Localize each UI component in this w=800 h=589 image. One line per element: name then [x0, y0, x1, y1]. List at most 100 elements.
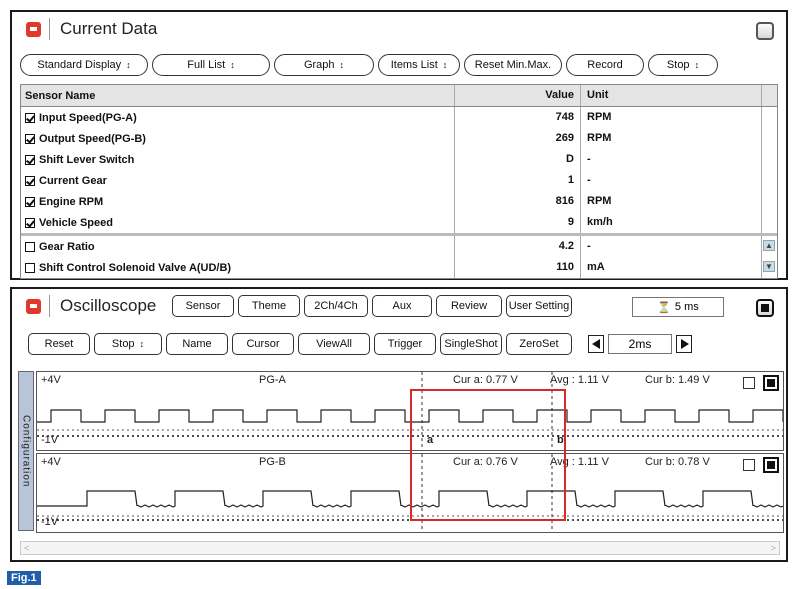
osc-button-sensor[interactable]: Sensor	[172, 295, 234, 317]
checkbox-checked-icon[interactable]	[25, 112, 35, 123]
osc-button-trigger[interactable]: Trigger	[374, 333, 436, 355]
col-value[interactable]: Value	[455, 85, 581, 106]
figure-label: Fig.1	[7, 571, 41, 585]
checkbox-checked-icon[interactable]	[25, 175, 35, 186]
osc-button-review[interactable]: Review	[436, 295, 502, 317]
sensor-value: 816	[455, 191, 581, 212]
scroll-cell	[761, 212, 777, 233]
scroll-cell: ▲	[761, 236, 777, 257]
pg-b-expand-button[interactable]	[763, 457, 779, 473]
sensor-value: 1	[455, 170, 581, 191]
sensor-name-cell: Current Gear	[21, 170, 455, 191]
table-row[interactable]: Engine RPM 816 RPM	[21, 191, 777, 212]
window-toggle-button[interactable]	[756, 22, 774, 40]
toolbar-button-items-list[interactable]: Items List ↕	[378, 54, 460, 76]
sensor-name: Current Gear	[39, 174, 107, 187]
row-separator[interactable]	[21, 233, 777, 236]
updown-arrow-icon: ↕	[339, 60, 345, 70]
col-sensor-name[interactable]: Sensor Name	[21, 85, 455, 106]
scroll-cell	[761, 149, 777, 170]
toolbar-button-graph[interactable]: Graph ↕	[274, 54, 374, 76]
toolbar-button-record[interactable]: Record	[566, 54, 644, 76]
scroll-right-icon[interactable]: >	[770, 543, 776, 553]
updown-arrow-icon: ↕	[139, 339, 145, 349]
table-row[interactable]: Current Gear 1-	[21, 170, 777, 191]
sensor-name: Gear Ratio	[39, 240, 95, 253]
osc-button-label: ViewAll	[316, 338, 352, 350]
osc-button-reset[interactable]: Reset	[28, 333, 90, 355]
checkbox-unchecked-icon[interactable]	[25, 241, 35, 252]
osc-button-stop[interactable]: Stop ↕	[94, 333, 162, 355]
collapse-icon[interactable]	[26, 21, 41, 37]
horizontal-scrollbar[interactable]: < >	[20, 541, 780, 555]
table-row[interactable]: Shift Control Solenoid Valve A(UD/B) 110 m…	[21, 257, 777, 278]
scroll-down-icon[interactable]: ▼	[763, 261, 775, 272]
checkbox-checked-icon[interactable]	[25, 217, 35, 228]
pg-a-expand-button[interactable]	[763, 375, 779, 391]
scroll-up-icon[interactable]: ▲	[763, 240, 775, 251]
pg-a-checkbox[interactable]	[743, 377, 755, 389]
toolbar-button-label: Items List	[390, 59, 438, 71]
osc-button-name[interactable]: Name	[166, 333, 228, 355]
table-row[interactable]: Input Speed(PG-A) 748 RPM	[21, 107, 777, 128]
signal-trace	[37, 490, 783, 508]
toolbar-button-reset-min-max-[interactable]: Reset Min.Max.	[464, 54, 562, 76]
sensor-name-cell: Shift Control Solenoid Valve A(UD/B)	[21, 257, 455, 278]
pg-b-checkbox[interactable]	[743, 459, 755, 471]
updown-arrow-icon: ↕	[126, 60, 131, 70]
osc-button-singleshot[interactable]: SingleShot	[440, 333, 502, 355]
table-row[interactable]: Gear Ratio 4.2- ▲	[21, 236, 777, 257]
scroll-cell	[761, 191, 777, 212]
table-row[interactable]: Output Speed(PG-B) 269 RPM	[21, 128, 777, 149]
osc-button-label: Stop	[111, 338, 135, 350]
cursor-a-marker[interactable]: a	[427, 434, 434, 446]
osc-button-2ch-4ch[interactable]: 2Ch/4Ch	[304, 295, 368, 317]
toolbar-button-label: Reset Min.Max.	[474, 59, 552, 71]
cursor-b-marker[interactable]: b	[557, 434, 564, 446]
table-row[interactable]: Shift Lever Switch D -	[21, 149, 777, 170]
sensor-unit: -	[587, 174, 591, 186]
time-increase-icon[interactable]	[676, 335, 692, 353]
osc-button-theme[interactable]: Theme	[238, 295, 300, 317]
sensor-unit: km/h	[587, 216, 613, 228]
col-unit[interactable]: Unit	[587, 89, 609, 101]
sensor-table: Sensor Name Value Unit Input Speed(PG-A)…	[20, 84, 778, 279]
toolbar-button-full-list[interactable]: Full List ↕	[152, 54, 270, 76]
osc-button-label: Trigger	[387, 338, 423, 350]
table-header: Sensor Name Value Unit	[21, 85, 777, 107]
collapse-icon[interactable]	[26, 298, 41, 314]
osc-button-user-setting[interactable]: User Setting	[506, 295, 572, 317]
checkbox-checked-icon[interactable]	[25, 196, 35, 207]
header-scroll-cell	[761, 85, 777, 106]
window-toggle-button[interactable]	[756, 299, 774, 317]
osc-button-label: Name	[182, 338, 212, 350]
osc-button-cursor[interactable]: Cursor	[232, 333, 294, 355]
oscilloscope-panel: Oscilloscope Sensor Theme 2Ch/4Ch Aux Review…	[10, 287, 788, 562]
sensor-name-cell: Input Speed(PG-A)	[21, 107, 455, 128]
checkbox-unchecked-icon[interactable]	[25, 262, 35, 273]
scroll-cell: ▼	[761, 257, 777, 278]
pg-b-channel-name: PG-B	[259, 456, 286, 468]
timebase-display[interactable]: ⏳ 5 ms	[632, 297, 724, 317]
osc-button-viewall[interactable]: ViewAll	[298, 333, 370, 355]
scroll-cell	[761, 107, 777, 128]
pg-a-cursor-a-value: Cur a: 0.77 V	[453, 374, 518, 386]
toolbar-button-stop[interactable]: Stop ↕	[648, 54, 718, 76]
osc-button-zeroset[interactable]: ZeroSet	[506, 333, 572, 355]
sensor-unit: -	[587, 240, 591, 252]
sensor-value: 748	[455, 107, 581, 128]
sensor-name: Shift Control Solenoid Valve A(UD/B)	[39, 261, 232, 274]
pg-b-cursor-a-value: Cur a: 0.76 V	[453, 456, 518, 468]
osc-button-aux[interactable]: Aux	[372, 295, 432, 317]
pg-b-cursor-b-value: Cur b: 0.78 V	[645, 456, 710, 468]
time-decrease-icon[interactable]	[588, 335, 604, 353]
sensor-name: Vehicle Speed	[39, 216, 113, 229]
time-per-div-value[interactable]: 2ms	[608, 334, 672, 354]
table-row[interactable]: Vehicle Speed 9 km/h	[21, 212, 777, 233]
scroll-left-icon[interactable]: <	[24, 543, 30, 553]
toolbar-button-label: Stop	[666, 59, 690, 71]
configuration-tab[interactable]: Configuration	[18, 371, 34, 531]
toolbar-button-standard-display[interactable]: Standard Display ↕	[20, 54, 148, 76]
checkbox-checked-icon[interactable]	[25, 154, 35, 165]
checkbox-checked-icon[interactable]	[25, 133, 35, 144]
